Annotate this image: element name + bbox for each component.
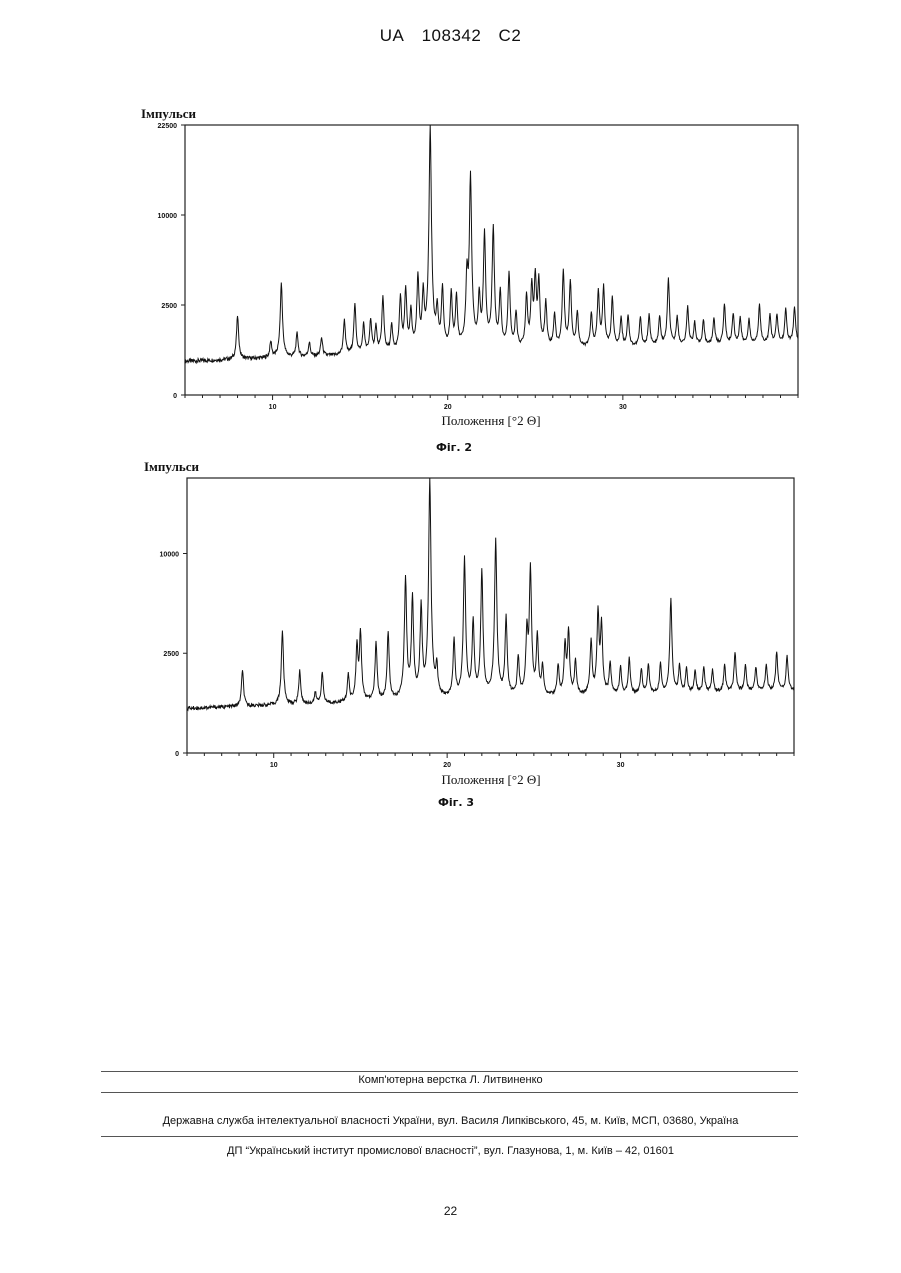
- y-ticks: 0 2500 10000 22500: [158, 123, 185, 400]
- y-ticks: 0 2500 10000: [160, 551, 187, 758]
- figure-3: Імпульси 0 2500 10000 10 20 30 Положення [°2…: [0, 455, 901, 825]
- x-axis-label: Положення [°2 Θ]: [441, 772, 540, 787]
- layout-credit: Комп'ютерна верстка Л. Литвиненко: [0, 1074, 901, 1086]
- x-tick-label: 10: [269, 404, 277, 411]
- footer-rule: [101, 1136, 798, 1137]
- x-ticks: 10 20 30: [185, 395, 798, 411]
- y-tick-label: 2500: [163, 651, 179, 658]
- footer-rule: [101, 1092, 798, 1093]
- x-tick-label: 30: [617, 762, 625, 769]
- patent-kind: C2: [499, 26, 522, 45]
- country-code: UA: [380, 26, 405, 45]
- x-tick-label: 20: [444, 404, 452, 411]
- y-tick-label: 10000: [158, 213, 178, 220]
- x-tick-label: 30: [619, 404, 627, 411]
- xrd-chart-fig2: Імпульси 0 2500 10000 22500 10 20 30 Положенн…: [0, 100, 901, 470]
- x-tick-label: 10: [270, 762, 278, 769]
- x-tick-label: 20: [443, 762, 451, 769]
- diffraction-trace: [187, 478, 794, 710]
- institute-address: ДП “Український інститут промислової вла…: [0, 1145, 901, 1157]
- x-ticks: 10 20 30: [187, 753, 794, 769]
- xrd-chart-fig3: Імпульси 0 2500 10000 10 20 30 Положення [°2…: [0, 455, 901, 825]
- plot-frame: [187, 478, 794, 753]
- y-axis-label: Імпульси: [141, 106, 197, 121]
- plot-frame: [185, 125, 798, 395]
- y-axis-label: Імпульси: [144, 459, 200, 474]
- y-tick-label: 0: [173, 393, 177, 400]
- page-number: 22: [0, 1204, 901, 1218]
- figure-caption: Фіг. 2: [436, 441, 472, 454]
- patent-number: 108342: [422, 26, 482, 45]
- footer-rule: [101, 1071, 798, 1072]
- document-header: UA 108342 C2: [0, 26, 901, 46]
- office-address: Державна служба інтелектуальної власност…: [0, 1115, 901, 1127]
- y-tick-label: 2500: [161, 303, 177, 310]
- x-axis-label: Положення [°2 Θ]: [441, 413, 540, 428]
- diffraction-trace: [185, 125, 798, 363]
- figure-caption: Фіг. 3: [438, 796, 474, 809]
- figure-2: Імпульси 0 2500 10000 22500 10 20 30 Положенн…: [0, 100, 901, 470]
- y-tick-label: 0: [175, 751, 179, 758]
- y-tick-label: 22500: [158, 123, 178, 130]
- y-tick-label: 10000: [160, 551, 180, 558]
